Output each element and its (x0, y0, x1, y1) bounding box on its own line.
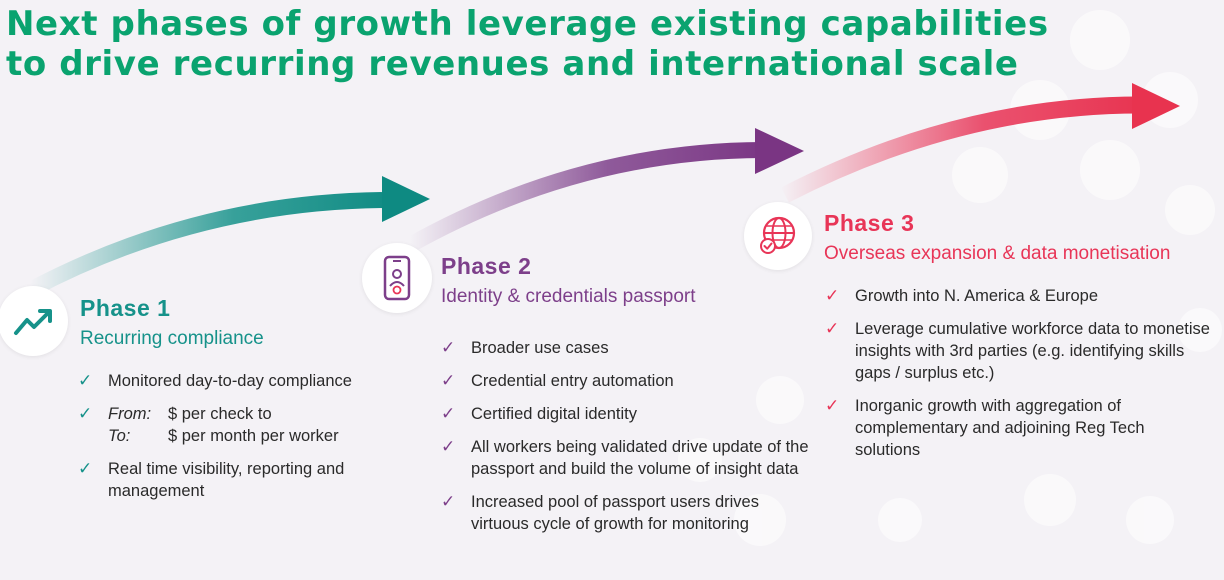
globe-check-icon (760, 216, 796, 254)
bullet-text: Leverage cumulative workforce data to mo… (855, 320, 1210, 382)
list-item: ✓ Leverage cumulative workforce data to … (825, 318, 1210, 384)
checkmark-icon: ✓ (441, 492, 456, 511)
phase-1-icon-circle (0, 286, 68, 356)
checkmark-icon: ✓ (441, 437, 456, 456)
phase-3-icon-circle (744, 202, 812, 270)
bullet-text: Increased pool of passport users drives … (471, 493, 759, 533)
phase-3-header: Phase 3 Overseas expansion & data moneti… (824, 209, 1170, 267)
list-item: ✓ From: $ per check to To: $ per month per… (78, 403, 398, 447)
checkmark-icon: ✓ (78, 459, 93, 478)
checkmark-icon: ✓ (825, 319, 840, 338)
list-item: ✓ Real time visibility, reporting and ma… (78, 458, 398, 502)
list-item: ✓ Inorganic growth with aggregation of c… (825, 395, 1210, 461)
checkmark-icon: ✓ (825, 396, 840, 415)
bullet-text: Credential entry automation (471, 372, 674, 390)
trend-up-icon (14, 309, 52, 335)
bullet-text: Inorganic growth with aggregation of com… (855, 397, 1145, 459)
list-item: ✓ Credential entry automation (441, 370, 821, 392)
list-item: ✓ Broader use cases (441, 337, 821, 359)
phase-1-bullets: ✓ Monitored day-to-day compliance ✓ From… (78, 370, 398, 513)
checkmark-icon: ✓ (78, 371, 93, 390)
list-item: ✓ Monitored day-to-day compliance (78, 370, 398, 392)
list-item: ✓ Increased pool of passport users drive… (441, 491, 821, 535)
bullet-text: Monitored day-to-day compliance (108, 372, 352, 390)
list-item: ✓ All workers being validated drive upda… (441, 436, 821, 480)
bullet-text: Broader use cases (471, 339, 609, 357)
phase-1-title: Phase 1 (80, 295, 171, 321)
title-line-1: Next phases of growth leverage existing … (6, 4, 1049, 44)
from-label: From: (108, 405, 152, 423)
to-text: $ per month per worker (168, 427, 339, 445)
phase-2-title: Phase 2 (441, 253, 532, 279)
bullet-text: Real time visibility, reporting and mana… (108, 460, 345, 500)
phase-3-bullets: ✓ Growth into N. America & Europe ✓ Leve… (825, 285, 1210, 472)
to-label: To: (108, 427, 131, 445)
bullet-text: Growth into N. America & Europe (855, 287, 1099, 305)
list-item: ✓ Growth into N. America & Europe (825, 285, 1210, 307)
title-line-2: to drive recurring revenues and internat… (6, 44, 1019, 84)
checkmark-icon: ✓ (441, 404, 456, 423)
phase-1-header: Phase 1 Recurring compliance (80, 294, 264, 352)
phase-3-arrow (781, 83, 1180, 203)
phase-2-bullets: ✓ Broader use cases ✓ Credential entry a… (441, 337, 821, 546)
list-item: ✓ Certified digital identity (441, 403, 821, 425)
smartphone-badge-icon (383, 255, 411, 301)
phase-3-title: Phase 3 (824, 210, 915, 236)
phase-2-header: Phase 2 Identity & credentials passport (441, 252, 696, 310)
to-row: To: $ per month per worker (108, 425, 398, 447)
phase-2-subtitle: Identity & credentials passport (441, 286, 696, 307)
bullet-text: All workers being validated drive update… (471, 438, 809, 478)
phase-1-subtitle: Recurring compliance (80, 328, 264, 349)
page-title: Next phases of growth leverage existing … (6, 4, 1049, 84)
checkmark-icon: ✓ (441, 371, 456, 390)
bullet-text: Certified digital identity (471, 405, 637, 423)
phase-2-arrow (406, 128, 804, 252)
checkmark-icon: ✓ (441, 338, 456, 357)
from-text: $ per check to (168, 405, 272, 423)
checkmark-icon: ✓ (78, 404, 93, 423)
phase-2-icon-circle (362, 243, 432, 313)
from-row: From: $ per check to (108, 403, 398, 425)
phase-1-arrow (26, 176, 430, 298)
checkmark-icon: ✓ (825, 286, 840, 305)
phase-3-subtitle: Overseas expansion & data monetisation (824, 243, 1171, 264)
